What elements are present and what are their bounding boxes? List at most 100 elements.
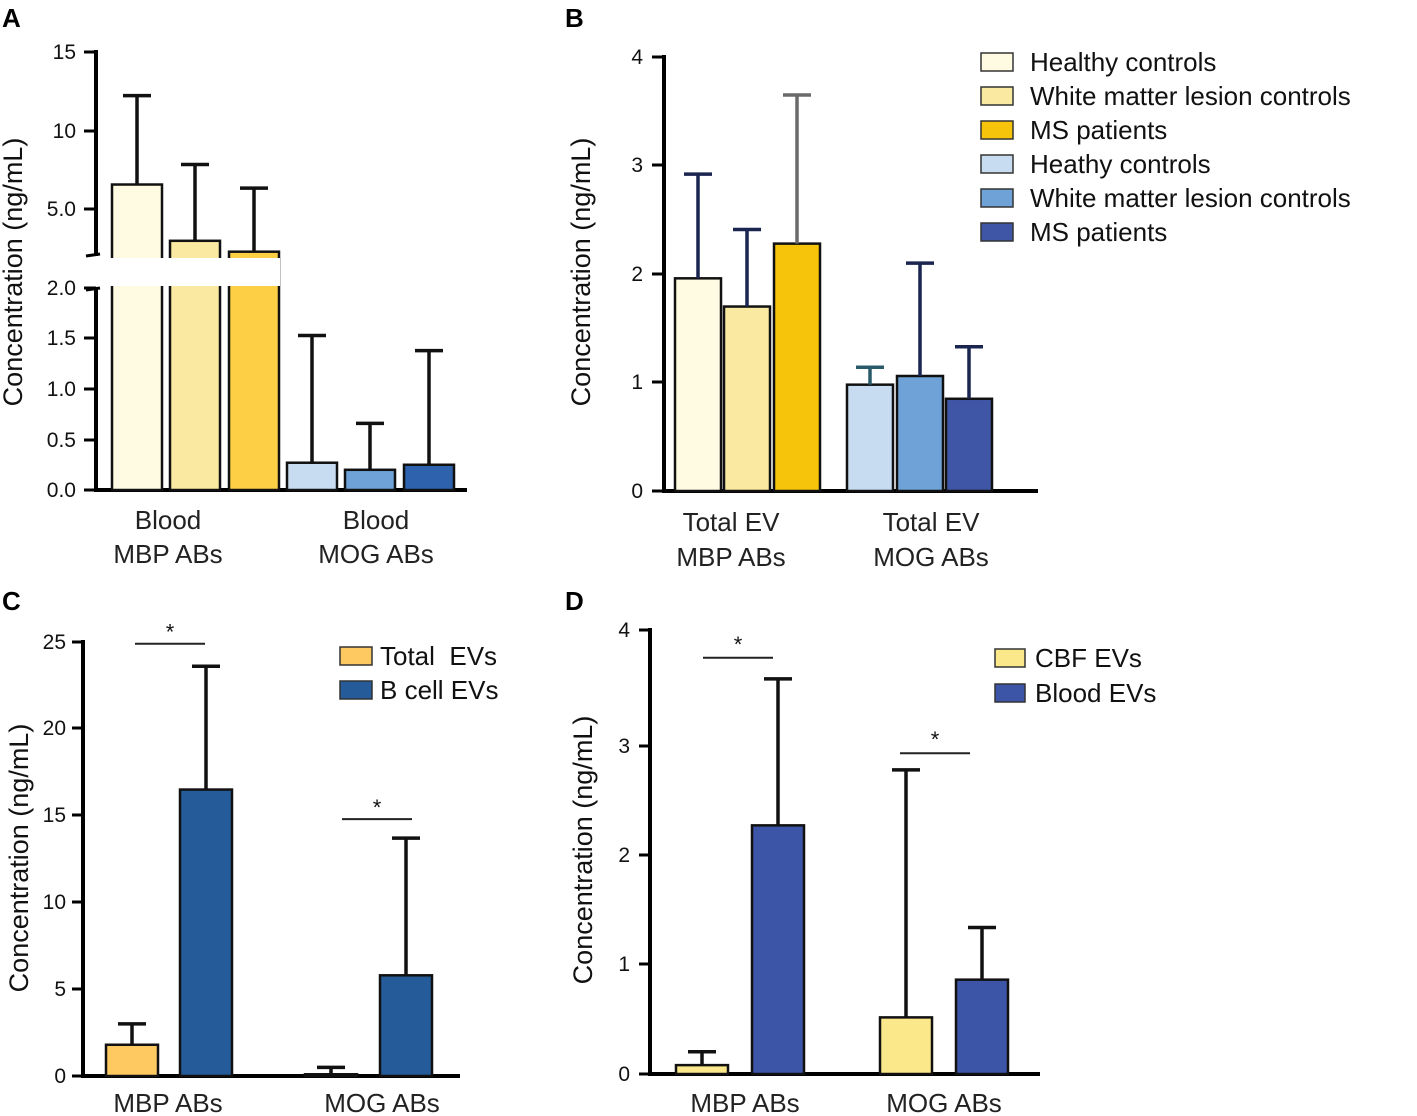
category-label: Total EV xyxy=(683,507,780,537)
bar xyxy=(378,974,434,1078)
bar xyxy=(845,383,895,493)
bar xyxy=(110,183,164,492)
error-bar xyxy=(181,162,209,241)
bar xyxy=(104,1043,160,1078)
panel-a-y-ticks-lower: 0.0 0.5 1.0 1.5 2.0 xyxy=(47,277,96,502)
category-label: MBP ABs xyxy=(113,1088,222,1116)
y-tick-label: 0 xyxy=(54,1065,66,1088)
legend-label: White matter lesion controls xyxy=(1030,81,1351,111)
panel-c-label: C xyxy=(2,586,21,616)
panel-b-chart: B Concentration (ng/mL) 0 1 2 3 4 Total … xyxy=(565,3,1351,572)
panel-a-bars xyxy=(110,183,456,492)
panel-a-axis-break-gap xyxy=(100,258,280,286)
y-tick-label: 2.0 xyxy=(47,277,76,300)
panel-b-bars xyxy=(673,242,994,493)
legend-swatch xyxy=(339,680,373,700)
error-bar xyxy=(240,186,268,252)
error-bar xyxy=(356,421,384,470)
y-tick-label: 4 xyxy=(618,619,630,642)
bar xyxy=(895,374,945,493)
y-tick-label: 25 xyxy=(43,631,66,654)
y-tick-label: 4 xyxy=(631,46,643,69)
category-label: MOG ABs xyxy=(873,542,989,572)
bar xyxy=(954,978,1010,1076)
error-bar xyxy=(123,93,151,185)
error-bar xyxy=(392,836,420,976)
y-tick-label: 0 xyxy=(618,1063,630,1086)
legend-label: MS patients xyxy=(1030,217,1167,247)
legend-label: MS patients xyxy=(1030,115,1167,145)
y-tick-label: 10 xyxy=(43,891,66,914)
panel-b-label: B xyxy=(565,3,584,33)
y-tick-label: 1 xyxy=(631,371,643,394)
error-bar xyxy=(764,677,792,826)
bar xyxy=(227,250,281,492)
error-bar xyxy=(192,664,220,790)
panel-d-y-ticks: 0 1 2 3 4 xyxy=(618,619,650,1086)
legend-label: CBF EVs xyxy=(1035,643,1142,673)
category-label: MOG ABs xyxy=(886,1088,1002,1116)
bar xyxy=(673,277,723,493)
error-bar xyxy=(118,1022,146,1045)
panel-a-axis-break-mark xyxy=(85,252,101,258)
legend-swatch xyxy=(994,683,1026,703)
error-bar xyxy=(317,1065,345,1075)
legend-swatch xyxy=(980,120,1014,140)
panel-d-label: D xyxy=(565,586,584,616)
legend-label: Blood EVs xyxy=(1035,678,1156,708)
error-bar xyxy=(733,227,761,307)
error-bar xyxy=(955,344,983,399)
panel-d-error-bars xyxy=(688,677,996,1066)
y-tick-label: 3 xyxy=(631,154,643,177)
panel-a-chart: A Concentration (ng/mL) 0.0 0.5 1.0 1.5 … xyxy=(0,3,467,569)
legend-label: White matter lesion controls xyxy=(1030,183,1351,213)
legend-swatch xyxy=(980,154,1014,174)
y-tick-label: 10 xyxy=(53,120,76,143)
panel-c-error-bars xyxy=(118,664,420,1075)
y-tick-label: 1 xyxy=(618,953,630,976)
panel-a-y-axis-label: Concentration (ng/mL) xyxy=(0,138,28,407)
bar xyxy=(285,461,339,492)
significance-star: * xyxy=(734,632,743,657)
y-tick-label: 0.0 xyxy=(47,479,76,502)
panel-b-y-ticks: 0 1 2 3 4 xyxy=(631,46,664,503)
bar xyxy=(674,1063,730,1076)
legend-swatch xyxy=(980,86,1014,106)
significance-star: * xyxy=(931,727,940,752)
panel-c-chart: C Concentration (ng/mL) 0 5 10 15 20 25 xyxy=(2,586,499,1116)
legend-swatch xyxy=(980,188,1014,208)
legend-label: Healthy controls xyxy=(1030,47,1216,77)
category-label: MOG ABs xyxy=(324,1088,440,1116)
error-bar xyxy=(968,925,996,980)
y-tick-label: 20 xyxy=(43,717,66,740)
bar xyxy=(750,824,806,1076)
y-tick-label: 5 xyxy=(54,978,66,1001)
legend-swatch xyxy=(994,648,1026,668)
y-tick-label: 0.5 xyxy=(47,429,76,452)
panel-a-label: A xyxy=(2,3,21,33)
error-bar xyxy=(688,1050,716,1066)
legend-swatch xyxy=(980,222,1014,242)
bar xyxy=(178,788,234,1078)
bar xyxy=(303,1073,359,1078)
category-label: Total EV xyxy=(883,507,980,537)
y-tick-label: 1.0 xyxy=(47,378,76,401)
panel-c-bars xyxy=(104,788,434,1078)
legend-label: Heathy controls xyxy=(1030,149,1211,179)
bar xyxy=(878,1016,934,1076)
error-bar xyxy=(783,93,811,244)
y-tick-label: 3 xyxy=(618,735,630,758)
category-label: MBP ABs xyxy=(676,542,785,572)
significance-star: * xyxy=(166,620,175,645)
bar xyxy=(722,305,772,493)
panel-a-error-bars xyxy=(123,93,443,470)
bar xyxy=(402,463,456,492)
category-label: Blood xyxy=(343,505,410,535)
category-label: MBP ABs xyxy=(113,539,222,569)
panel-c-legend: Total EVs B cell EVs xyxy=(339,641,499,705)
legend-swatch xyxy=(980,52,1014,72)
y-tick-label: 1.5 xyxy=(47,327,76,350)
panel-a-y-ticks-upper: 5.0 10 15 xyxy=(47,41,96,221)
y-tick-label: 15 xyxy=(43,804,66,827)
